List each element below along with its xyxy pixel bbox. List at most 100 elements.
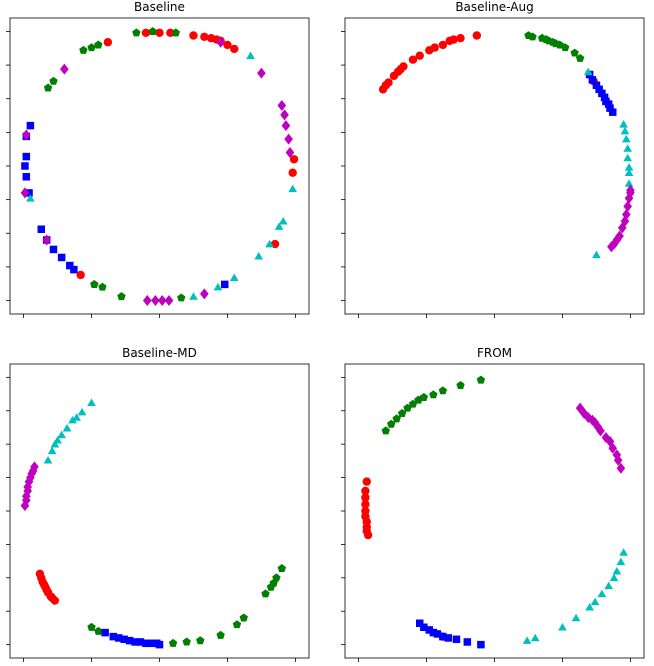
data-point: [616, 557, 626, 566]
data-point: [117, 292, 126, 301]
data-point: [590, 597, 600, 606]
data-point: [239, 613, 248, 622]
data-point: [463, 638, 472, 646]
data-point: [261, 589, 270, 598]
data-point: [456, 33, 465, 43]
data-point: [397, 409, 407, 418]
data-point: [166, 28, 175, 37]
panel-title: Baseline-MD: [122, 346, 197, 360]
data-point: [229, 273, 239, 281]
series-circle: [361, 477, 448, 641]
data-point: [588, 76, 597, 84]
data-point: [384, 78, 393, 87]
data-point: [277, 564, 286, 573]
data-point: [598, 89, 606, 98]
data-point: [148, 27, 157, 36]
data-point: [103, 38, 113, 47]
data-point: [477, 640, 485, 649]
data-point: [94, 626, 103, 635]
data-point: [49, 245, 58, 254]
data-point: [399, 62, 408, 71]
data-point: [288, 168, 297, 177]
data-point: [530, 633, 540, 642]
data-point: [164, 295, 174, 307]
data-point: [131, 638, 139, 646]
data-point: [623, 144, 633, 152]
data-point: [596, 425, 605, 437]
data-point: [456, 380, 465, 389]
data-point: [220, 280, 229, 289]
data-point: [361, 500, 370, 509]
data-point: [171, 28, 180, 37]
data-point: [22, 490, 31, 502]
data-point: [21, 162, 29, 170]
data-point: [452, 635, 461, 644]
data-point: [157, 295, 167, 307]
data-point: [94, 40, 103, 49]
data-point: [49, 76, 58, 85]
data-point: [26, 121, 35, 130]
panel-3: Baseline-MD: [6, 346, 310, 662]
data-point: [419, 393, 429, 401]
data-point: [151, 295, 160, 307]
data-point: [257, 67, 266, 79]
data-point: [98, 282, 107, 291]
data-point: [101, 628, 109, 637]
series-diamond: [575, 402, 626, 474]
data-point: [595, 85, 603, 94]
data-point: [416, 619, 424, 628]
data-point: [47, 446, 57, 455]
data-point: [361, 493, 370, 502]
data-point: [392, 414, 401, 423]
series-square: [585, 70, 617, 116]
data-point: [438, 40, 448, 50]
series-triangle: [583, 67, 634, 259]
data-point: [132, 28, 141, 37]
data-point: [200, 32, 209, 42]
data-point: [623, 153, 633, 162]
data-point: [90, 280, 99, 288]
data-point: [408, 399, 418, 408]
panel-1: Baseline: [6, 0, 310, 318]
data-point: [50, 596, 60, 605]
panel-title: Baseline: [134, 0, 185, 14]
data-point: [592, 250, 601, 259]
data-point: [361, 486, 370, 496]
data-point: [66, 261, 74, 270]
data-point: [79, 45, 88, 54]
data-point: [223, 40, 232, 50]
data-point: [189, 292, 198, 300]
data-point: [265, 239, 274, 248]
data-point: [200, 288, 209, 300]
data-point: [26, 472, 35, 484]
series-triangle: [43, 398, 96, 464]
data-point: [604, 581, 613, 590]
data-point: [272, 573, 281, 582]
data-point: [230, 44, 239, 54]
data-point: [612, 566, 622, 575]
data-point: [608, 442, 618, 454]
data-point: [274, 222, 284, 230]
plot-frame: [344, 363, 645, 659]
data-point: [575, 402, 585, 414]
data-point: [42, 234, 51, 246]
data-point: [70, 265, 78, 274]
data-point: [619, 120, 628, 128]
data-point: [430, 43, 439, 52]
panel-4: FROM: [341, 346, 645, 662]
data-point: [216, 630, 225, 639]
data-point: [22, 173, 31, 181]
data-point: [60, 63, 69, 75]
series-triangle: [522, 548, 628, 644]
data-point: [277, 99, 287, 111]
series-pentagon: [381, 375, 486, 435]
data-point: [619, 548, 628, 556]
series-pentagon: [524, 31, 585, 62]
data-point: [575, 53, 585, 62]
data-point: [30, 461, 39, 473]
data-point: [50, 439, 60, 448]
data-point: [232, 620, 242, 629]
data-point: [141, 28, 151, 37]
data-point: [583, 67, 593, 76]
